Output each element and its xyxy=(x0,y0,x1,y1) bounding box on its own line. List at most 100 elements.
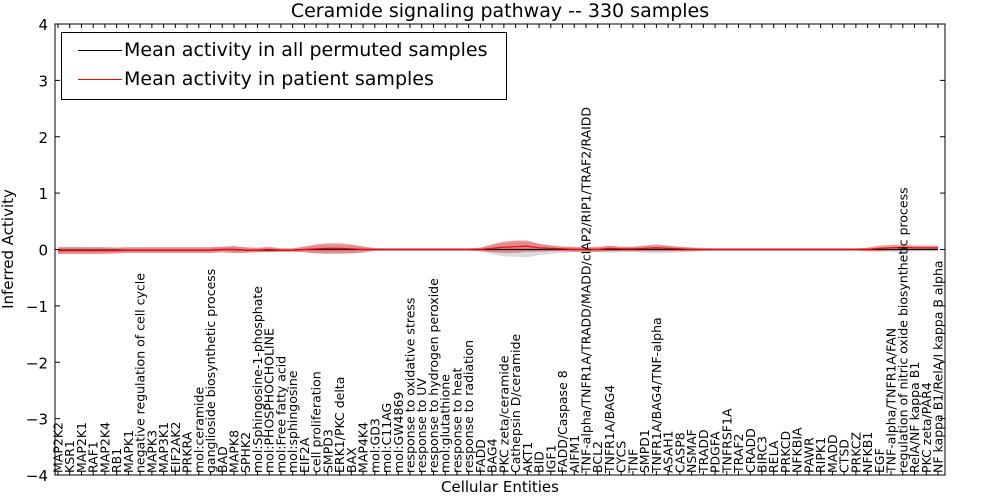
x-tick-label: TRADD xyxy=(696,429,711,474)
x-tick-label: response to UV xyxy=(414,378,429,473)
x-tick-label: TNF-alpha/TNFR1A/FAN xyxy=(884,328,899,474)
x-tick-label: TNFRSF1A xyxy=(719,408,734,474)
x-tick-label: Cathepsin D/ceramide xyxy=(508,333,523,473)
y-tick-label: −2 xyxy=(26,354,48,372)
x-tick-label: ASAH1 xyxy=(661,430,676,473)
legend-label-permuted: Mean activity in all permuted samples xyxy=(124,39,488,61)
x-tick-label: PRKCZ xyxy=(848,432,863,473)
x-tick-label: NF kappa B1/RelA/I kappa B alpha xyxy=(931,260,946,473)
x-tick-label: PKC zeta/ceramide xyxy=(496,355,511,473)
x-tick-label: IGF1 xyxy=(543,444,558,473)
x-tick-label: BAX xyxy=(344,447,359,473)
x-tick-label: PAWR xyxy=(801,437,816,473)
legend-label-patient: Mean activity in patient samples xyxy=(124,68,434,90)
x-tick-label: mol:glutathione xyxy=(438,374,453,473)
y-tick-label: 1 xyxy=(38,185,48,203)
x-tick-label: response to hydrogen peroxide xyxy=(426,278,441,473)
legend-entry-patient: Mean activity in patient samples xyxy=(62,66,506,94)
x-tick-label: BID xyxy=(532,451,547,473)
x-tick-label: MAP2K2 xyxy=(51,422,66,473)
x-tick-label: RELA xyxy=(766,440,781,473)
x-tick-label: PRKRA xyxy=(180,431,195,473)
y-tick-label: −3 xyxy=(26,411,48,429)
x-tick-label: PRKCD xyxy=(778,431,793,473)
x-tick-label: MAP2K1 xyxy=(74,422,89,473)
x-tick-label: mol:GD3 xyxy=(367,418,382,473)
x-tick-label: ERK1/PKC delta xyxy=(332,377,347,473)
x-tick-label: CTSD xyxy=(837,439,852,473)
x-tick-label: SMPD3 xyxy=(320,429,335,473)
x-tick-label: PKC zeta/PAR4 xyxy=(919,382,934,473)
y-tick-label: −4 xyxy=(26,467,48,485)
x-tick-label: mol:sphingosine xyxy=(285,370,300,473)
x-tick-label: CASP8 xyxy=(672,432,687,473)
x-tick-label: MADD xyxy=(825,434,840,473)
y-axis-label: Inferred Activity xyxy=(0,189,17,309)
x-tick-label: AIFM1 xyxy=(567,435,582,473)
x-tick-label: mol:GW4869 xyxy=(391,392,406,473)
x-tick-label: RAF1 xyxy=(86,441,101,473)
x-tick-label: FADD/Caspase 8 xyxy=(555,370,570,473)
series-lines xyxy=(58,245,938,252)
x-tick-labels: MAP2K2KSR1MAP2K1RAF1MAP2K4RB1MAPK1negati… xyxy=(51,107,946,474)
x-tick-label: FADD xyxy=(473,439,488,473)
axis-ticks: 4 3 2 1 0 −1 −2 −3 −4 xyxy=(26,16,945,485)
x-tick-label: MAP4K4 xyxy=(356,422,371,473)
y-tick-label: 0 xyxy=(38,242,48,260)
x-tick-label: PDGFA xyxy=(708,431,723,473)
x-tick-label: response to oxidative stress xyxy=(403,298,418,473)
legend-swatch-permuted xyxy=(78,50,122,51)
x-tick-label: mol:C11AG xyxy=(379,403,394,473)
x-tick-label: TNF xyxy=(625,449,640,474)
x-tick-label: EIF2AK2 xyxy=(168,422,183,473)
x-tick-label: TNF-alpha/TNFR1A/TRADD/MADD/cIAP2/RIP1/T… xyxy=(579,107,594,474)
x-tick-label: NFKBIA xyxy=(790,427,805,473)
legend-entry-permuted: Mean activity in all permuted samples xyxy=(62,37,506,65)
series-line-patient xyxy=(58,245,938,252)
x-tick-label: TRAF2 xyxy=(731,433,746,474)
x-tick-label: BCL2 xyxy=(590,441,605,473)
x-tick-label: mol:Free fatty acid xyxy=(273,356,288,473)
x-tick-label: mol:Sphingosine-1-phosphate xyxy=(250,286,265,473)
x-tick-label: NSMAF xyxy=(684,429,699,473)
y-tick-label: −1 xyxy=(26,298,48,316)
x-tick-label: RB1 xyxy=(109,448,124,473)
x-tick-label: CYCS xyxy=(614,441,629,473)
x-tick-label: TNFR1A/BAG4 xyxy=(602,385,617,474)
legend-swatch-patient xyxy=(78,79,122,80)
x-tick-label: ganglioside biosynthetic process xyxy=(203,269,218,473)
y-tick-label: 3 xyxy=(38,72,48,90)
x-tick-label: CRADD xyxy=(743,428,758,473)
x-tick-label: KSR1 xyxy=(62,440,77,473)
x-tick-label: MAPK1 xyxy=(121,430,136,473)
x-tick-label: EGF xyxy=(872,448,887,473)
x-tick-label: response to radiation xyxy=(461,340,476,473)
x-tick-label: SPHK2 xyxy=(238,432,253,473)
y-tick-label: 2 xyxy=(38,129,48,147)
x-tick-label: mol:ceramide xyxy=(191,387,206,473)
x-axis-label: Cellular Entities xyxy=(441,478,559,496)
x-tick-label: RIPK1 xyxy=(813,437,828,473)
x-tick-label: BAG4 xyxy=(485,438,500,473)
x-tick-label: AKT1 xyxy=(520,442,535,473)
legend: Mean activity in all permuted samples Me… xyxy=(61,32,507,100)
x-tick-label: BIRC3 xyxy=(755,436,770,473)
x-tick-label: response to heat xyxy=(449,367,464,473)
x-tick-label: MAP2K4 xyxy=(97,422,112,473)
x-tick-label: EIF2A xyxy=(297,437,312,473)
x-tick-label: MAPK3 xyxy=(144,430,159,473)
x-tick-label: RelA/NF kappa B1 xyxy=(907,362,922,473)
x-tick-label: BAD xyxy=(215,446,230,473)
x-tick-label: TNFR1A/BAG4/TNF-alpha xyxy=(649,317,664,474)
x-tick-label: mol:PHOSPHOCHOLINE xyxy=(262,328,277,473)
y-tick-label: 4 xyxy=(38,16,48,34)
x-tick-label: MAPK8 xyxy=(227,430,242,473)
chart-title: Ceramide signaling pathway -- 330 sample… xyxy=(290,0,710,22)
x-tick-label: cell proliferation xyxy=(309,371,324,473)
x-tick-label: NFKB1 xyxy=(860,432,875,473)
x-tick-label: regulation of nitric oxide biosynthetic … xyxy=(895,187,910,473)
x-tick-label: SMPD1 xyxy=(637,429,652,473)
x-tick-label: negative regulation of cell cycle xyxy=(133,273,148,473)
x-tick-label: MAP3K1 xyxy=(156,422,171,473)
